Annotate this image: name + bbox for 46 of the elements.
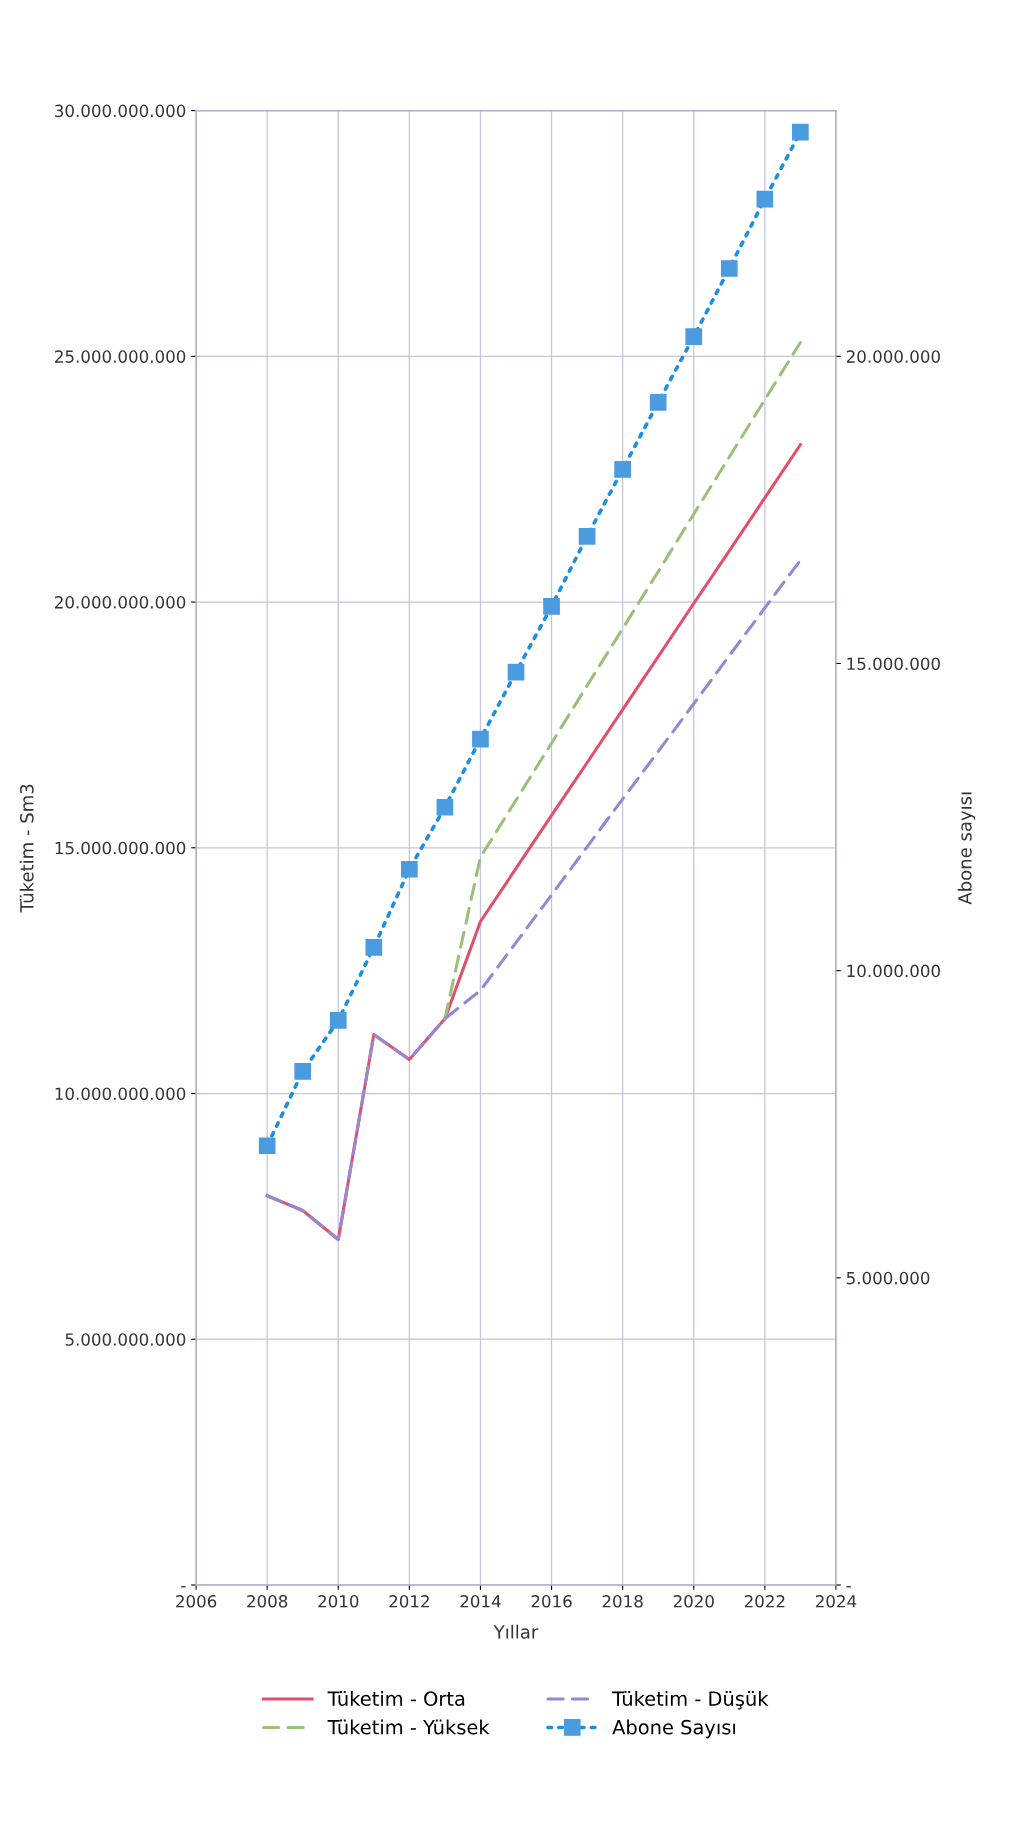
x-tick-label: 2016 — [531, 1595, 572, 1608]
x-tick-label: 2014 — [460, 1595, 501, 1608]
y2-axis-title: Abone sayısı — [957, 792, 976, 905]
line-series — [443, 341, 802, 1021]
x-axis-title: Yıllar — [493, 1624, 539, 1639]
point — [578, 527, 596, 545]
legend-label: Abone Sayısı — [612, 1719, 735, 1739]
y-tick-label: 5.000.000.000 — [65, 1333, 186, 1346]
point — [329, 1012, 347, 1029]
y-tick-label: 10.000.000.000 — [55, 1087, 186, 1101]
y2-tick-label: 20.000.000 — [846, 350, 940, 363]
y-tick-label: 30.000.000.000 — [55, 104, 186, 118]
x-tick-label: 2022 — [744, 1595, 785, 1608]
y2-tick-label: 10.000.000 — [847, 964, 940, 978]
point — [258, 1137, 276, 1155]
x-tick-label: 2012 — [389, 1595, 429, 1608]
x-tick-label: 2006 — [176, 1595, 217, 1608]
point — [614, 461, 631, 478]
point — [792, 123, 809, 141]
point — [543, 598, 560, 615]
y-tick-label: 15.000.000.000 — [55, 841, 186, 855]
point — [649, 394, 667, 411]
y-tick-label: 25.000.000.000 — [55, 350, 186, 363]
point — [685, 328, 703, 345]
point — [472, 730, 489, 748]
y2-tick-label: 15.000.000 — [847, 657, 940, 671]
point — [436, 798, 454, 816]
x-tick-label: 2024 — [815, 1595, 857, 1608]
point — [720, 260, 738, 277]
legend-label: Tüketim - Yüksek — [327, 1719, 490, 1735]
legend-label: Tüketim - Düşük — [612, 1690, 769, 1710]
point — [294, 1063, 312, 1080]
point — [756, 190, 774, 208]
point — [507, 663, 525, 681]
y2-tick-label: 5.000.000 — [846, 1271, 930, 1285]
point — [365, 938, 383, 956]
y-tick-label: - — [181, 1586, 186, 1588]
y-axis-title: Tüketim - Sm3 — [19, 784, 34, 913]
x-tick-label: 2010 — [318, 1595, 359, 1608]
x-tick-label: 2008 — [247, 1595, 288, 1608]
x-tick-label: 2018 — [602, 1595, 643, 1608]
x-tick-label: 2020 — [673, 1595, 714, 1608]
point — [401, 860, 418, 878]
y2-tick-label: - — [846, 1586, 851, 1588]
y-tick-label: 20.000.000.000 — [55, 596, 186, 609]
legend-label: Tüketim - Orta — [327, 1690, 465, 1706]
